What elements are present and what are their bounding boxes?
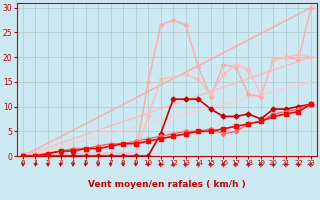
X-axis label: Vent moyen/en rafales ( km/h ): Vent moyen/en rafales ( km/h ) bbox=[88, 180, 246, 189]
